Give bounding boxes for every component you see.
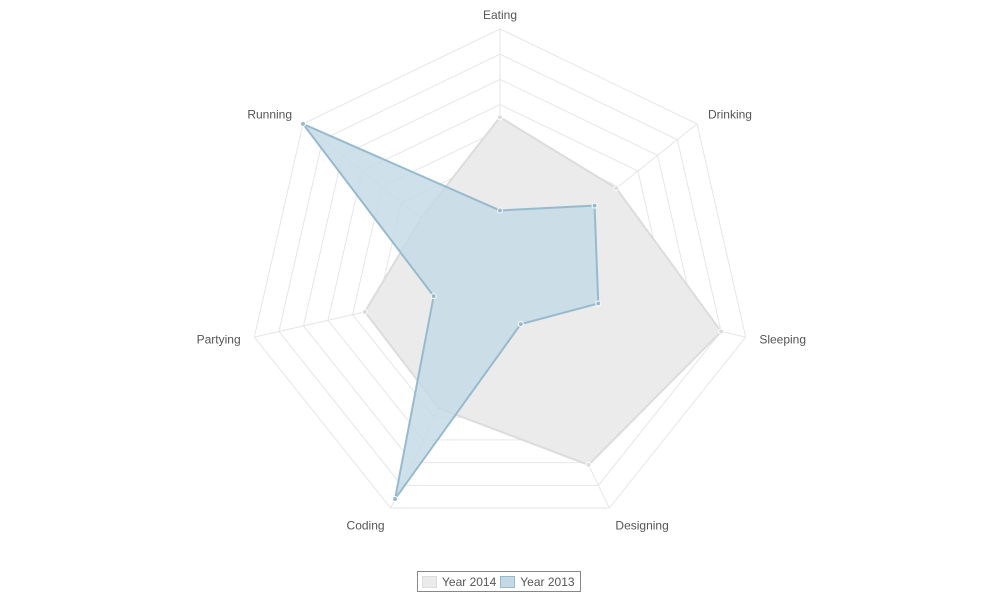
grid-ring-8 <box>302 78 698 464</box>
point-year-2014-eating[interactable] <box>497 114 503 121</box>
axis-label-sleeping: Sleeping <box>759 332 806 346</box>
series-year-2013 <box>299 120 602 502</box>
grid-ring-9 <box>278 53 722 486</box>
axis-label-eating: Eating <box>483 8 517 22</box>
point-year-2014-designing[interactable] <box>585 461 592 468</box>
chart-legend: Year 2014 Year 2013 <box>417 571 581 592</box>
point-year-2014-sleeping[interactable] <box>718 328 725 335</box>
point-year-2013-designing[interactable] <box>517 321 524 328</box>
legend-item-year-2014[interactable]: Year 2014 <box>422 575 496 589</box>
axis-label-drinking: Drinking <box>708 107 752 121</box>
point-year-2013-drinking[interactable] <box>591 202 598 209</box>
legend-swatch-year-2014 <box>422 575 437 588</box>
point-year-2013-running[interactable] <box>299 120 306 127</box>
grid-ring-10 <box>253 28 747 509</box>
point-year-2013-partying[interactable] <box>430 293 437 300</box>
legend-label-year-2013: Year 2013 <box>520 574 575 589</box>
legend-item-year-2013[interactable]: Year 2013 <box>500 574 575 589</box>
point-year-2013-coding[interactable] <box>392 495 399 502</box>
point-year-2014-drinking[interactable] <box>613 185 620 192</box>
radar-axis-labels: Eating Drinking Sleeping Designing Coding Par… <box>197 8 806 532</box>
point-year-2014-partying[interactable] <box>361 308 368 315</box>
axis-label-coding: Coding <box>347 518 385 532</box>
legend-label-year-2014: Year 2014 <box>442 574 497 589</box>
axis-label-designing: Designing <box>615 518 668 532</box>
series-area-year-2013 <box>299 121 600 500</box>
axis-label-running: Running <box>247 107 292 121</box>
radar-series-layer <box>299 114 725 502</box>
point-year-2013-sleeping[interactable] <box>595 300 602 307</box>
legend-swatch-year-2013 <box>500 575 516 588</box>
axis-label-partying: Partying <box>197 332 241 346</box>
point-year-2013-eating[interactable] <box>497 207 503 214</box>
